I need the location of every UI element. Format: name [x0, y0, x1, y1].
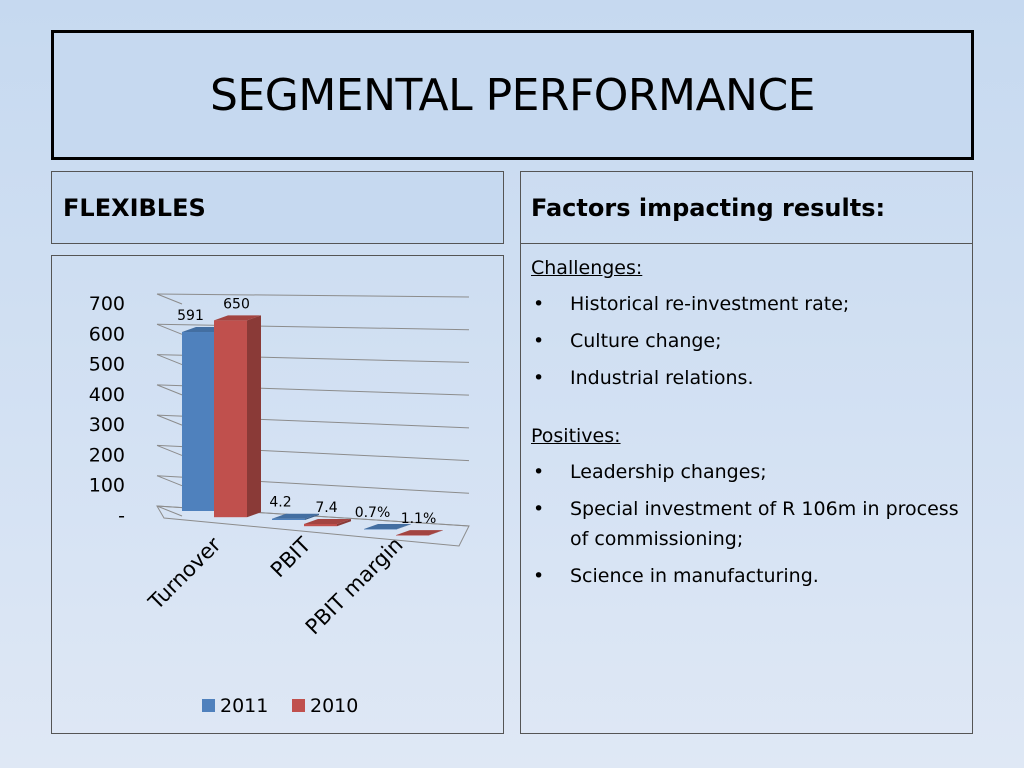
bar-2011-PBIT-top — [272, 513, 319, 519]
left-heading-box: FLEXIBLES — [51, 171, 504, 244]
chart-box: - 100 200 300 400 500 600 700 591 650 Turnover 4.2 7… — [51, 255, 504, 734]
data-label: 0.7% — [355, 505, 391, 521]
y-tick-label: 600 — [89, 323, 125, 345]
x-tick-label: PBIT — [266, 532, 316, 582]
data-label: 7.4 — [315, 500, 337, 516]
factors-heading-box: Factors impacting results: — [521, 172, 972, 244]
list-item: • Historical re-investment rate; — [531, 289, 961, 319]
title-box: SEGMENTAL PERFORMANCE — [51, 30, 974, 160]
left-heading: FLEXIBLES — [63, 193, 206, 222]
bullet-icon: • — [533, 367, 545, 389]
data-label: 591 — [177, 308, 204, 324]
list-item: • Industrial relations. — [531, 363, 961, 393]
legend-label: 2011 — [220, 695, 268, 717]
bullet-icon: • — [533, 461, 545, 483]
gridline — [156, 323, 470, 331]
gridline — [156, 354, 183, 366]
bar-2010-Turnover-side — [247, 315, 261, 518]
bar-2011-PBIT margin-top — [364, 523, 411, 529]
bar-2010-Turnover — [214, 320, 247, 518]
y-tick-label: 300 — [89, 414, 125, 436]
x-tick-label: PBIT margin — [301, 533, 408, 640]
bar-2010-PBIT margin-top — [396, 530, 443, 536]
y-tick-label: 500 — [89, 354, 125, 376]
legend-swatch-2010 — [292, 699, 305, 712]
bullet-icon: • — [533, 293, 545, 315]
positives-list: • Leadership changes; • Special investment… — [531, 457, 961, 591]
bullet-icon: • — [533, 498, 545, 520]
factors-box: Factors impacting results: Challenges: •… — [520, 171, 973, 734]
y-tick-label: 400 — [89, 384, 125, 406]
legend-swatch-2011 — [202, 699, 215, 712]
y-tick-label: 200 — [89, 444, 125, 466]
bar-2011-PBIT margin-side — [397, 523, 411, 530]
bar-2010-PBIT-top — [304, 518, 351, 524]
chart-floor — [156, 505, 470, 547]
list-item: • Special investment of R 106m in process… — [531, 494, 961, 554]
data-label: 4.2 — [269, 495, 291, 511]
y-tick-label: 700 — [89, 293, 125, 315]
bar-2010-PBIT margin — [396, 535, 429, 536]
bar-2010-Turnover-top — [214, 315, 261, 321]
challenges-heading: Challenges: — [531, 257, 643, 279]
positives-heading: Positives: — [531, 425, 621, 447]
challenges-list: • Historical re-investment rate; • Culture… — [531, 289, 961, 393]
bar-2011-PBIT margin — [364, 528, 397, 530]
gridline — [156, 293, 470, 298]
bullet-icon: • — [533, 565, 545, 587]
bar-2010-PBIT margin-side — [429, 530, 443, 536]
gridline — [156, 414, 183, 426]
list-item: • Culture change; — [531, 326, 961, 356]
bar-chart: - 100 200 300 400 500 600 700 591 650 Turnover 4.2 7… — [89, 293, 470, 717]
gridline — [156, 505, 183, 517]
data-label: 1.1% — [401, 511, 437, 527]
legend-label: 2010 — [310, 695, 358, 717]
list-item: • Leadership changes; — [531, 457, 961, 487]
bar-2010-PBIT — [304, 523, 337, 527]
gridline — [156, 293, 183, 305]
slide-title: SEGMENTAL PERFORMANCE — [210, 69, 815, 121]
bar-2011-PBIT — [272, 518, 305, 520]
gridline — [156, 444, 183, 456]
gridline — [156, 323, 183, 335]
factors-heading: Factors impacting results: — [531, 193, 886, 222]
y-tick-label: 100 — [89, 475, 125, 497]
bar-2010-PBIT-side — [337, 518, 351, 527]
gridline — [156, 475, 183, 487]
bullet-icon: • — [533, 330, 545, 352]
y-tick-label: - — [118, 505, 125, 527]
factors-body: Challenges: • Historical re-investment ra… — [531, 254, 961, 591]
bar-2011-PBIT-side — [305, 513, 319, 520]
list-item: • Science in manufacturing. — [531, 561, 961, 591]
x-tick-label: Turnover — [143, 532, 226, 615]
bar-2011-Turnover — [182, 332, 215, 511]
data-label: 650 — [223, 296, 250, 312]
gridline — [156, 384, 183, 396]
